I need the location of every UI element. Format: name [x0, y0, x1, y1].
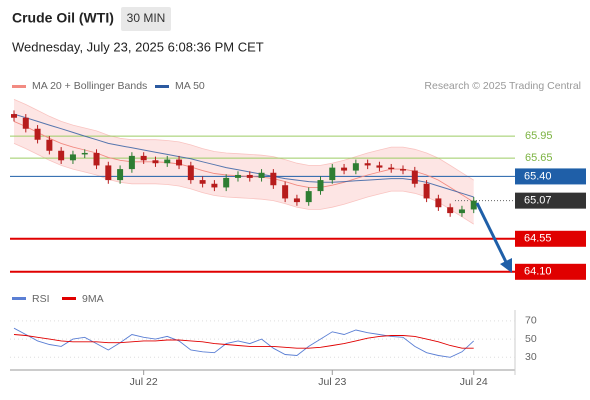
ma-line: [13, 113, 474, 198]
candle-body: [423, 183, 430, 199]
candle-body: [400, 169, 407, 171]
candle-body: [117, 169, 124, 181]
credit: Research © 2025 Trading Central: [424, 80, 581, 92]
legend-swatch: [155, 85, 169, 88]
candle-body: [305, 191, 312, 203]
candle-body: [211, 183, 218, 188]
candle-body: [81, 152, 88, 155]
instrument-title: Crude Oil (WTI): [12, 10, 114, 26]
legend-label: MA 50: [175, 80, 205, 92]
bollinger-upper: [13, 99, 474, 181]
candle-body: [223, 177, 230, 188]
rsi-tick-label: 30: [525, 351, 537, 363]
candle-body: [258, 172, 265, 178]
level-label: 65.40: [524, 170, 552, 182]
forecast-arrow: [475, 202, 508, 263]
rsi-tick-label: 50: [525, 333, 537, 345]
candle-body: [34, 128, 41, 140]
legend-label: RSI: [32, 293, 50, 305]
level-label: 65.07: [524, 195, 552, 207]
candle-body: [341, 167, 348, 171]
x-tick-label: Jul 22: [130, 376, 158, 388]
candle-body: [447, 207, 454, 214]
legend-label: MA 20 + Bollinger Bands: [32, 80, 147, 92]
candle-body: [140, 155, 147, 161]
candle-body: [411, 170, 418, 184]
candle-body: [293, 198, 300, 203]
rsi-line: [13, 334, 474, 349]
candle-body: [246, 174, 253, 178]
candle-body: [470, 200, 477, 210]
level-box: [515, 192, 586, 209]
candle-body: [11, 114, 18, 118]
datetime: Wednesday, July 23, 2025 6:08:36 PM CET: [12, 39, 264, 54]
candle-body: [317, 180, 324, 192]
level-box: [515, 168, 586, 185]
x-tick-label: Jul 24: [460, 376, 488, 388]
candle-body: [376, 165, 383, 168]
candle-body: [435, 198, 442, 208]
level-label: 65.65: [525, 152, 553, 164]
candle-body: [164, 159, 171, 164]
timeframe-badge: [121, 7, 171, 31]
candle-body: [388, 167, 395, 170]
legend-swatch: [12, 85, 26, 88]
candle-body: [152, 160, 159, 164]
legend-label: 9MA: [82, 293, 104, 305]
rsi-line: [13, 327, 475, 358]
x-tick-label: Jul 23: [318, 376, 346, 388]
candle-body: [270, 172, 277, 186]
candle-body: [199, 180, 206, 184]
candle-body: [105, 165, 112, 181]
candle-body: [364, 163, 371, 166]
bollinger-lower: [13, 143, 474, 225]
timeframe: 30 MIN: [127, 11, 166, 25]
candle-body: [176, 159, 183, 166]
ma-line: [13, 120, 474, 203]
level-box: [515, 263, 586, 280]
forecast-arrowhead: [500, 258, 512, 273]
candle-body: [458, 209, 465, 214]
candle-body: [187, 165, 194, 181]
candle-body: [352, 163, 359, 171]
level-label: 65.95: [525, 130, 553, 142]
level-label: 64.55: [524, 233, 552, 245]
candle-body: [93, 152, 100, 166]
candle-body: [46, 139, 53, 151]
candle-body: [282, 185, 289, 199]
candle-body: [329, 167, 336, 181]
bollinger-fill: [14, 99, 474, 225]
level-label: 64.10: [524, 266, 552, 278]
legend-swatch: [12, 297, 26, 300]
candle-body: [58, 150, 65, 161]
candle-body: [69, 154, 76, 161]
candle-body: [22, 117, 29, 129]
level-box: [515, 230, 586, 247]
rsi-tick-label: 70: [525, 315, 537, 327]
legend-swatch: [62, 297, 76, 300]
candle-body: [128, 155, 135, 170]
candle-body: [234, 174, 241, 178]
plot: Jul 22 Jul 23 Jul 24 65.95 65.65 65.40 65.07 64…: [10, 99, 586, 388]
